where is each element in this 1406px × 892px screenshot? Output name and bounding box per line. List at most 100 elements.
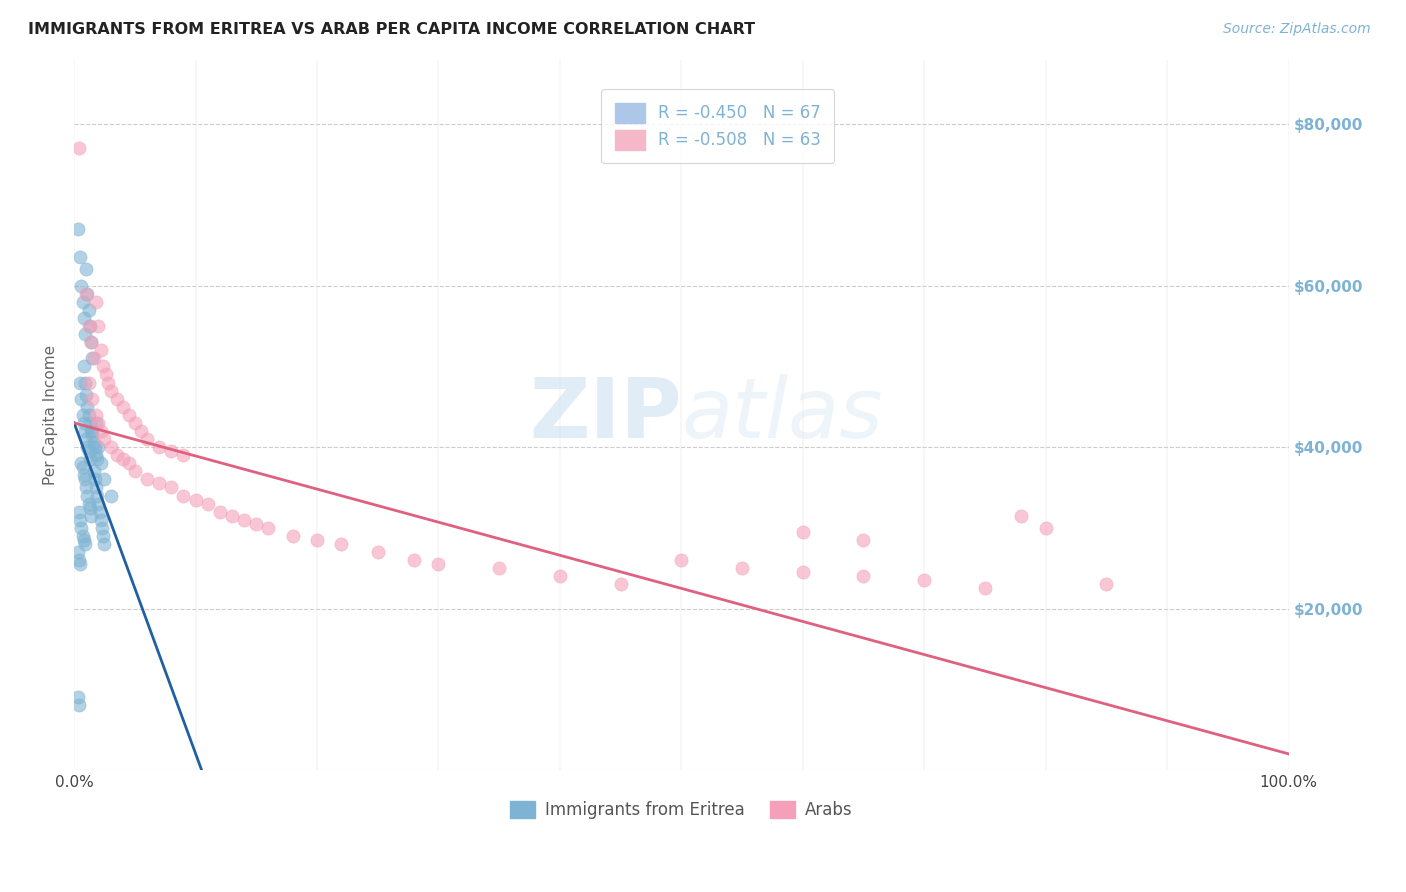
Point (94, 368, 117, 382)
Point (148, 476, 170, 491)
Point (148, 440, 170, 454)
Text: atlas: atlas (682, 375, 883, 455)
Point (72, 408, 94, 422)
Point (281, 529, 304, 543)
Point (488, 561, 510, 575)
Point (75, 480, 97, 494)
Point (184, 492, 207, 507)
Point (87, 440, 110, 454)
Point (69, 557, 91, 571)
Point (84, 480, 107, 494)
Point (233, 513, 256, 527)
Point (76, 489, 98, 503)
Point (118, 408, 141, 422)
Point (84, 416, 107, 430)
Point (79, 500, 101, 515)
Point (208, 505, 231, 519)
Text: Source: ZipAtlas.com: Source: ZipAtlas.com (1223, 22, 1371, 37)
Point (73, 533, 96, 547)
Point (66, 222, 89, 236)
Point (105, 448, 128, 462)
Point (73, 376, 96, 390)
Point (93, 472, 115, 486)
Point (83, 464, 105, 478)
Point (83, 436, 105, 450)
Point (73, 359, 96, 374)
Point (86, 489, 108, 503)
Point (221, 508, 243, 523)
Point (91, 521, 114, 535)
Legend: Immigrants from Eritrea, Arabs: Immigrants from Eritrea, Arabs (503, 794, 859, 826)
Point (1035, 521, 1057, 535)
Point (76, 440, 98, 454)
Point (80, 424, 103, 438)
Point (72, 529, 94, 543)
Point (82, 392, 104, 406)
Point (66, 545, 89, 559)
Point (79, 416, 101, 430)
Point (84, 408, 107, 422)
Point (111, 452, 134, 467)
Point (90, 343, 112, 358)
Point (80, 508, 103, 523)
Point (77, 408, 100, 422)
Point (91, 529, 114, 543)
Point (80, 335, 103, 350)
Point (852, 569, 875, 583)
Point (69, 376, 91, 390)
Point (70, 521, 93, 535)
Point (73, 424, 96, 438)
Point (90, 513, 112, 527)
Point (105, 392, 128, 406)
Point (75, 262, 97, 277)
Point (83, 472, 105, 486)
Point (69, 513, 91, 527)
Point (87, 318, 110, 333)
Point (76, 286, 98, 301)
Point (75, 286, 97, 301)
Point (82, 424, 104, 438)
Point (70, 392, 93, 406)
Point (77, 497, 100, 511)
Point (73, 472, 96, 486)
Point (87, 416, 110, 430)
Point (75, 432, 97, 446)
Point (77, 318, 100, 333)
Point (87, 497, 110, 511)
Point (83, 440, 105, 454)
Point (79, 318, 101, 333)
Point (73, 537, 96, 551)
Point (367, 545, 389, 559)
Point (66, 690, 89, 705)
Point (67, 505, 90, 519)
Point (77, 302, 100, 317)
Point (67, 141, 90, 155)
Point (80, 335, 103, 350)
Point (90, 424, 112, 438)
Point (70, 456, 93, 470)
Point (86, 452, 108, 467)
Point (100, 440, 122, 454)
Point (118, 456, 141, 470)
Point (124, 464, 146, 478)
Text: IMMIGRANTS FROM ERITREA VS ARAB PER CAPITA INCOME CORRELATION CHART: IMMIGRANTS FROM ERITREA VS ARAB PER CAPI… (28, 22, 755, 37)
Point (75, 387, 97, 401)
Point (69, 251, 91, 265)
Point (97, 376, 120, 390)
Point (67, 698, 90, 713)
Point (1010, 508, 1032, 523)
Point (73, 310, 96, 325)
Point (84, 294, 107, 309)
Point (124, 416, 146, 430)
Point (100, 489, 122, 503)
Point (427, 557, 450, 571)
Point (91, 359, 114, 374)
Point (731, 561, 754, 575)
Point (129, 424, 152, 438)
Point (73, 327, 96, 342)
Point (197, 497, 219, 511)
Point (84, 448, 107, 462)
Point (89, 505, 111, 519)
Point (72, 294, 94, 309)
Point (67, 553, 90, 567)
